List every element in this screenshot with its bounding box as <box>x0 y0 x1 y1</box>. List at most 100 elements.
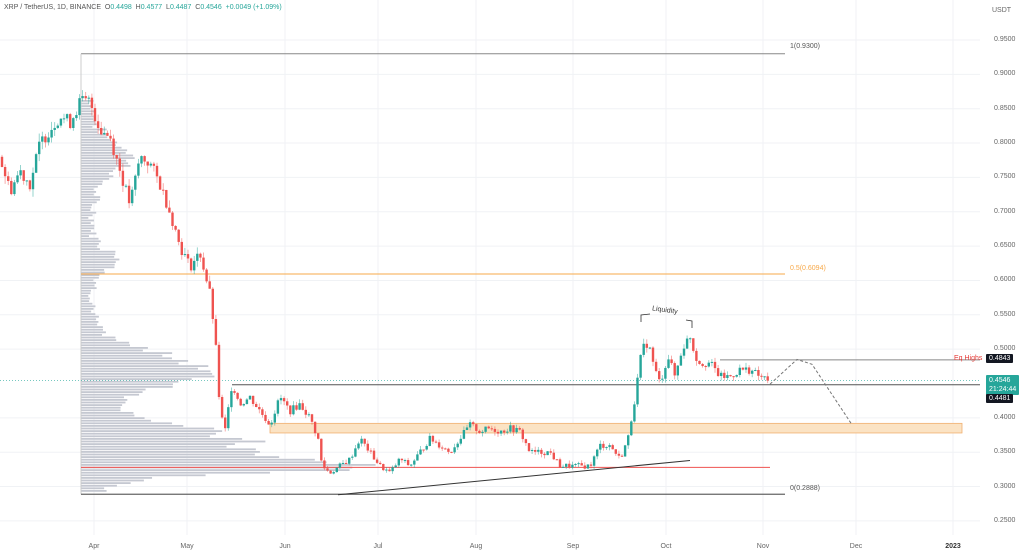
open-value: 0.4498 <box>110 4 132 11</box>
candle-body <box>121 170 125 186</box>
candle-body <box>713 361 717 369</box>
volume-profile-bar <box>81 219 94 222</box>
candle-body <box>689 338 692 340</box>
volume-profile-bar <box>81 354 163 357</box>
candle-body <box>744 367 748 370</box>
candle-body <box>549 451 552 453</box>
price-tick: 0.5500 <box>994 310 1016 318</box>
volume-profile-bar <box>81 120 96 123</box>
volume-profile-bar <box>81 209 91 211</box>
candle-body <box>599 443 602 450</box>
candle-body <box>400 458 404 461</box>
bar-countdown: 21:24:44 <box>989 386 1017 393</box>
volume-profile-bar <box>81 479 144 482</box>
price-tick: 0.5000 <box>994 345 1016 353</box>
volume-profile-bar <box>81 204 93 206</box>
candle-body <box>444 448 447 450</box>
candle-body <box>84 96 87 99</box>
volume-profile-bar <box>81 490 107 492</box>
volume-profile-bar <box>81 328 103 331</box>
candle-body <box>568 463 571 468</box>
volume-profile-bar <box>81 448 256 451</box>
volume-profile-bar <box>81 191 97 193</box>
fib-level-0-label: 0(0.2888) <box>790 485 820 492</box>
volume-profile-bar <box>81 336 116 339</box>
candle-body <box>261 409 264 415</box>
volume-profile-bar <box>81 471 270 474</box>
volume-profile-bar <box>81 263 115 266</box>
ohlc-header: XRP / TetherUS, 1D, BINANCE O0.4498 H0.4… <box>4 4 282 11</box>
volume-profile-bar <box>81 422 173 425</box>
candle-body <box>741 367 745 370</box>
eq-highs-price-tag: 0.4843 <box>986 354 1014 363</box>
volume-profile-bar <box>81 287 97 289</box>
candle-body <box>496 431 500 434</box>
volume-profile-bar <box>81 128 107 131</box>
volume-profile-bar <box>81 178 110 180</box>
candle-body <box>298 403 301 410</box>
candle-body <box>217 344 221 398</box>
candle-body <box>72 118 75 128</box>
candle-body <box>410 464 413 466</box>
candle-body <box>388 469 391 472</box>
volume-profile-bar <box>81 253 116 256</box>
candle-body <box>437 442 441 448</box>
volume-profile-bar <box>81 401 126 404</box>
candle-body <box>59 118 63 126</box>
candle-body <box>589 464 593 466</box>
volume-profile-bar <box>81 227 95 230</box>
candle-body <box>360 438 363 444</box>
volume-profile-bar <box>81 258 120 261</box>
volume-profile-bar <box>81 152 126 154</box>
candle-body <box>413 460 416 465</box>
volume-profile-bar <box>81 484 117 487</box>
liquidity-bracket <box>685 319 693 328</box>
candle-body <box>149 163 152 166</box>
candle-body <box>127 185 131 204</box>
candle-body <box>357 443 360 449</box>
candle-body <box>605 447 608 449</box>
volume-profile-bar <box>81 427 215 430</box>
candle-body <box>527 443 531 452</box>
candle-body <box>760 375 763 377</box>
candle-body <box>62 118 66 120</box>
candle-body <box>208 281 211 289</box>
currency-unit: USDT <box>992 7 1012 14</box>
volume-profile-bar <box>81 201 97 204</box>
candle-body <box>47 137 50 143</box>
candle-body <box>679 355 683 366</box>
candle-body <box>561 466 565 468</box>
volume-profile-bar <box>81 154 134 157</box>
candle-body <box>279 398 283 401</box>
candle-body <box>177 229 180 242</box>
volume-profile-bar <box>81 477 153 479</box>
candle-body <box>664 367 667 379</box>
volume-profile-bar <box>81 126 93 128</box>
candle-body <box>685 338 689 349</box>
volume-profile-bar <box>81 375 215 378</box>
last-price-tag: 0.4546 21:24:44 <box>986 375 1020 395</box>
volume-profile-bar <box>81 347 148 349</box>
candle-body <box>112 138 115 155</box>
candle-body <box>627 435 630 446</box>
volume-profile-bar <box>81 139 111 141</box>
volume-profile-bar <box>81 383 173 386</box>
candle-body <box>96 121 100 128</box>
price-tick: 0.8500 <box>994 104 1016 112</box>
candle-body <box>7 176 10 181</box>
volume-profile-bar <box>81 271 105 274</box>
candle-body <box>329 470 332 474</box>
candle-body <box>199 253 202 258</box>
candle-body <box>118 158 121 171</box>
candle-body <box>518 427 521 430</box>
volume-profile-bar <box>81 245 98 248</box>
candle-body <box>310 414 314 422</box>
candle-body <box>493 428 497 432</box>
volume-profile-bar <box>81 451 260 453</box>
candle-body <box>366 443 369 451</box>
volume-profile-bar <box>81 237 99 240</box>
volume-profile-bar <box>81 222 91 224</box>
candle-body <box>506 431 509 433</box>
candle-body <box>326 468 329 471</box>
